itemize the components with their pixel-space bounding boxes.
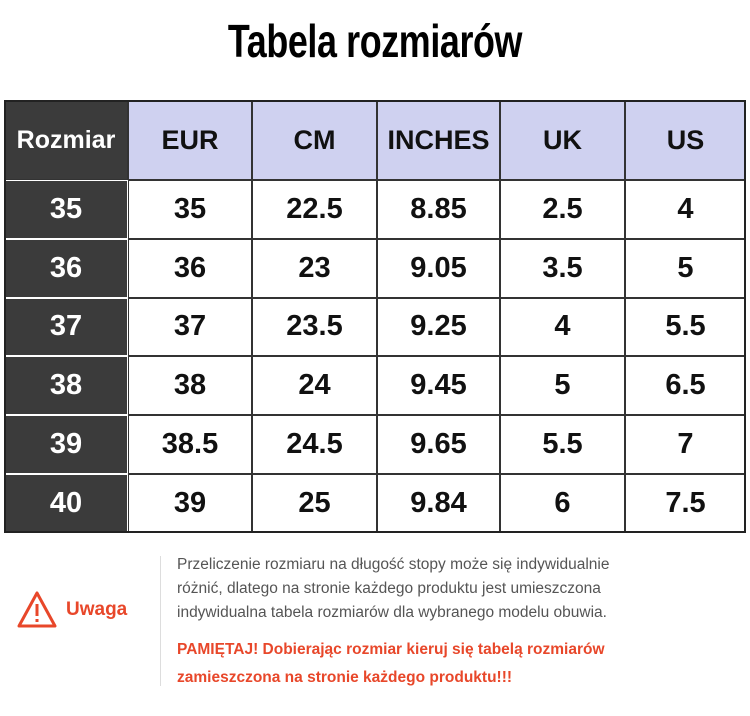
table-cell: 9.84: [377, 474, 500, 533]
table-cell: 25: [252, 474, 377, 533]
warning-line: zamieszczona na stronie każdego produktu…: [177, 669, 513, 686]
row-header: 39: [4, 415, 128, 474]
table-cell: 5.5: [625, 297, 746, 357]
table-cell: 36: [128, 238, 252, 298]
table-cell: 8.85: [377, 180, 500, 239]
table-cell: 6.5: [625, 356, 746, 416]
table-cell: 9.45: [377, 356, 500, 416]
table-cell: 38.5: [128, 415, 252, 474]
table-cell: 23: [252, 238, 377, 298]
table-cell: 9.05: [377, 238, 500, 298]
note-line: różnić, dlatego na stronie każdego produ…: [177, 580, 601, 597]
table-cell: 24.5: [252, 415, 377, 474]
table-cell: 7: [625, 415, 746, 474]
table-cell: 9.25: [377, 297, 500, 357]
row-header: 36: [4, 238, 128, 298]
table-cell: 38: [128, 356, 252, 416]
table-cell: 23.5: [252, 297, 377, 357]
header-cell: INCHES: [377, 100, 500, 180]
row-header: 37: [4, 297, 128, 357]
divider: [160, 556, 161, 686]
table-cell: 24: [252, 356, 377, 416]
table-cell: 4: [500, 297, 625, 357]
table-cell: 4: [625, 180, 746, 239]
table-cell: 5: [625, 238, 746, 298]
note-line: Przeliczenie rozmiaru na długość stopy m…: [177, 556, 610, 573]
table-cell: 9.65: [377, 415, 500, 474]
header-cell: US: [625, 100, 746, 180]
table-cell: 35: [128, 180, 252, 239]
table-cell: 6: [500, 474, 625, 533]
row-header: 40: [4, 474, 128, 533]
header-cell: UK: [500, 100, 625, 180]
row-header: 38: [4, 356, 128, 416]
table-cell: 2.5: [500, 180, 625, 239]
table-cell: 5: [500, 356, 625, 416]
warning-icon: [17, 591, 57, 628]
warning-label: Uwaga: [66, 599, 128, 620]
header-cell: EUR: [128, 100, 252, 180]
warning-line: PAMIĘTAJ! Dobierając rozmiar kieruj się …: [177, 641, 605, 658]
table-cell: 37: [128, 297, 252, 357]
row-header: 35: [4, 180, 128, 239]
table-cell: 22.5: [252, 180, 377, 239]
table-cell: 7.5: [625, 474, 746, 533]
table-cell: 3.5: [500, 238, 625, 298]
table-cell: 39: [128, 474, 252, 533]
title: Tabela rozmiarów: [227, 15, 523, 67]
table-cell: 5.5: [500, 415, 625, 474]
note-line: indywidualna tabela rozmiarów dla wybran…: [177, 604, 607, 621]
header-cell: Rozmiar: [4, 100, 128, 180]
header-cell: CM: [252, 100, 377, 180]
